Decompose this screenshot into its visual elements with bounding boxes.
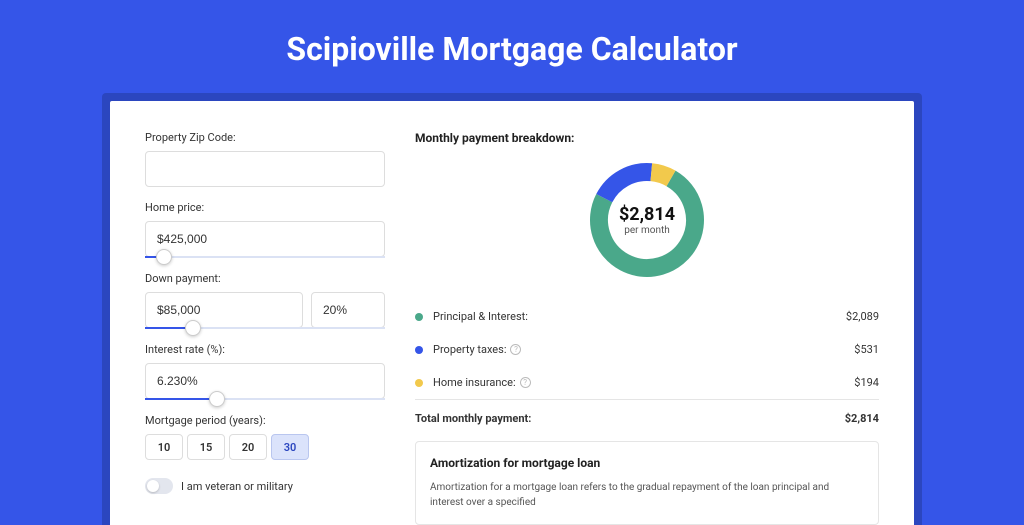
- period-btn-20[interactable]: 20: [229, 434, 267, 460]
- legend-label: Property taxes:?: [433, 343, 854, 356]
- period-btn-15[interactable]: 15: [187, 434, 225, 460]
- donut-segment-home_insurance: [651, 172, 671, 178]
- home-price-field: Home price:: [145, 201, 385, 258]
- period-btn-10[interactable]: 10: [145, 434, 183, 460]
- period-label: Mortgage period (years):: [145, 414, 385, 427]
- amortization-card: Amortization for mortgage loan Amortizat…: [415, 441, 879, 525]
- down-payment-amount-input[interactable]: [145, 292, 303, 328]
- period-button-group: 10152030: [145, 434, 385, 460]
- donut-center: $2,814 per month: [619, 204, 675, 236]
- zip-label: Property Zip Code:: [145, 131, 385, 144]
- interest-rate-input[interactable]: [145, 363, 385, 399]
- legend-value: $194: [854, 376, 879, 389]
- help-icon[interactable]: ?: [510, 344, 521, 355]
- veteran-row: I am veteran or military: [145, 478, 385, 494]
- legend-label: Home insurance:?: [433, 376, 854, 389]
- legend-value: $531: [854, 343, 879, 356]
- donut-segment-property_taxes: [604, 172, 651, 198]
- form-column: Property Zip Code: Home price: Down paym…: [145, 131, 385, 525]
- home-price-slider[interactable]: [145, 256, 385, 258]
- amortization-text: Amortization for a mortgage loan refers …: [430, 480, 864, 510]
- home-price-input[interactable]: [145, 221, 385, 257]
- home-price-label: Home price:: [145, 201, 385, 214]
- page-title: Scipioville Mortgage Calculator: [0, 0, 1024, 93]
- legend-label: Principal & Interest:: [433, 310, 846, 323]
- interest-rate-slider[interactable]: [145, 398, 385, 400]
- calculator-card: Property Zip Code: Home price: Down paym…: [110, 101, 914, 525]
- legend-total-label: Total monthly payment:: [415, 412, 845, 425]
- down-payment-field: Down payment:: [145, 272, 385, 329]
- breakdown-title: Monthly payment breakdown:: [415, 131, 879, 145]
- veteran-label: I am veteran or military: [181, 480, 293, 493]
- breakdown-column: Monthly payment breakdown: $2,814 per mo…: [415, 131, 879, 525]
- veteran-toggle[interactable]: [145, 478, 173, 494]
- interest-rate-slider-thumb[interactable]: [209, 391, 225, 407]
- period-field: Mortgage period (years): 10152030: [145, 414, 385, 460]
- legend-total-row: Total monthly payment:$2,814: [415, 399, 879, 435]
- zip-field: Property Zip Code:: [145, 131, 385, 187]
- donut-wrap: $2,814 per month: [415, 160, 879, 280]
- legend-dot: [415, 379, 423, 387]
- down-payment-pct-input[interactable]: [311, 292, 385, 328]
- help-icon[interactable]: ?: [520, 377, 531, 388]
- interest-rate-label: Interest rate (%):: [145, 343, 385, 356]
- legend: Principal & Interest:$2,089Property taxe…: [415, 300, 879, 435]
- legend-row: Property taxes:?$531: [415, 333, 879, 366]
- legend-row: Principal & Interest:$2,089: [415, 300, 879, 333]
- legend-dot: [415, 313, 423, 321]
- down-payment-slider-thumb[interactable]: [185, 320, 201, 336]
- donut-amount: $2,814: [619, 204, 675, 225]
- interest-rate-field: Interest rate (%):: [145, 343, 385, 400]
- down-payment-label: Down payment:: [145, 272, 385, 285]
- home-price-slider-thumb[interactable]: [156, 249, 172, 265]
- legend-value: $2,089: [846, 310, 879, 323]
- legend-total-value: $2,814: [845, 412, 879, 425]
- legend-row: Home insurance:?$194: [415, 366, 879, 399]
- legend-dot: [415, 346, 423, 354]
- donut-chart: $2,814 per month: [587, 160, 707, 280]
- down-payment-slider[interactable]: [145, 327, 385, 329]
- amortization-title: Amortization for mortgage loan: [430, 456, 864, 470]
- card-shadow: Property Zip Code: Home price: Down paym…: [102, 93, 922, 525]
- period-btn-30[interactable]: 30: [271, 434, 309, 460]
- interest-rate-slider-fill: [145, 398, 217, 400]
- zip-input[interactable]: [145, 151, 385, 187]
- donut-sub: per month: [619, 225, 675, 236]
